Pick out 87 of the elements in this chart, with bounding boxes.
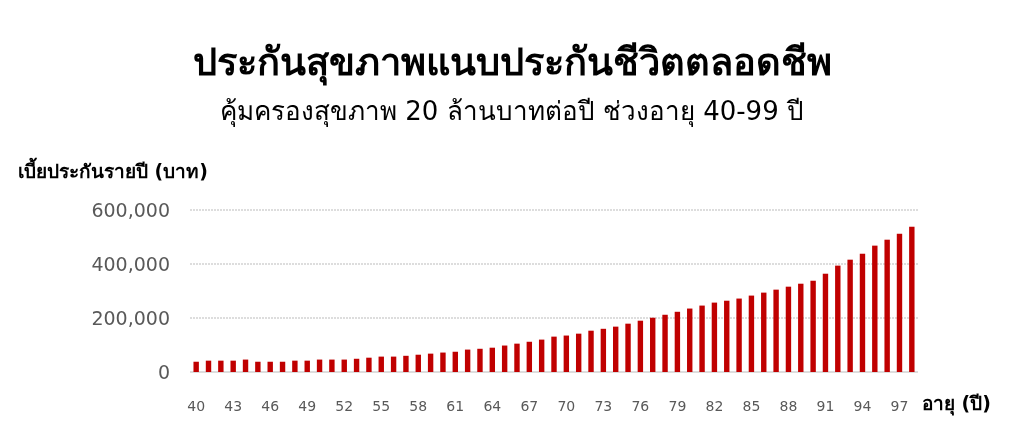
- bar: [440, 352, 446, 372]
- bar: [847, 259, 853, 372]
- bar: [884, 239, 890, 372]
- x-tick-label: 40: [187, 398, 206, 414]
- x-tick-label: 43: [224, 398, 243, 414]
- bar: [822, 273, 829, 372]
- bar: [366, 357, 372, 372]
- bar: [193, 361, 199, 372]
- x-tick-label: 82: [705, 398, 724, 414]
- bar: [835, 265, 841, 372]
- bar: [600, 328, 607, 372]
- bar: [230, 360, 236, 372]
- bar: [267, 361, 273, 372]
- bar: [896, 233, 903, 372]
- bar: [637, 320, 644, 372]
- chart-subtitle: คุ้มครองสุขภาพ 20 ล้านบาทต่อปี ช่วงอายุ 40-99 ปี: [220, 96, 804, 127]
- x-tick-label: 52: [335, 398, 354, 414]
- x-tick-label: 67: [520, 398, 539, 414]
- bar: [588, 330, 594, 372]
- y-tick-label: 0: [157, 361, 170, 383]
- bar: [415, 354, 421, 372]
- bar: [872, 245, 878, 372]
- bar: [798, 283, 804, 372]
- bar: [761, 292, 767, 372]
- bar: [563, 335, 570, 372]
- bar: [390, 356, 397, 372]
- bar: [724, 300, 730, 372]
- bar: [205, 360, 212, 372]
- bar: [292, 360, 298, 372]
- bar: [304, 360, 310, 372]
- bar: [575, 333, 582, 372]
- bar: [514, 343, 520, 372]
- x-tick-label: 76: [631, 398, 650, 414]
- bar: [403, 355, 409, 372]
- bar: [711, 302, 718, 372]
- bar: [341, 359, 347, 372]
- x-tick-label: 88: [779, 398, 798, 414]
- bar: [662, 314, 668, 372]
- x-tick-label: 79: [668, 398, 687, 414]
- y-tick-label: 600,000: [91, 199, 170, 221]
- x-tick-label: 61: [446, 398, 465, 414]
- y-tick-label: 200,000: [91, 307, 170, 329]
- bar: [736, 298, 742, 372]
- bar: [674, 311, 681, 372]
- y-axis-title: เบี้ยประกันรายปี (บาท): [18, 157, 208, 182]
- bar: [353, 358, 360, 372]
- bar: [526, 341, 533, 372]
- bar: [785, 286, 792, 372]
- bar: [464, 349, 471, 372]
- x-tick-label: 55: [372, 398, 391, 414]
- x-tick-label: 70: [557, 398, 576, 414]
- bar: [489, 347, 496, 372]
- x-tick-label: 46: [261, 398, 280, 414]
- bar: [477, 348, 483, 372]
- bar: [551, 336, 557, 372]
- bar: [329, 359, 335, 372]
- bar: [625, 323, 631, 372]
- x-tick-label: 94: [853, 398, 872, 414]
- x-tick-label: 64: [483, 398, 502, 414]
- bar: [378, 356, 384, 372]
- bar: [452, 351, 458, 372]
- chart-title: ประกันสุขภาพแนบประกันชีวิตตลอดชีพ: [192, 40, 832, 86]
- bar: [810, 280, 816, 372]
- x-tick-label: 73: [594, 398, 613, 414]
- bar: [748, 295, 755, 372]
- bar: [316, 359, 323, 372]
- bar: [427, 353, 434, 372]
- x-tick-label: 58: [409, 398, 428, 414]
- x-tick-label: 49: [298, 398, 317, 414]
- bar: [773, 289, 779, 372]
- y-tick-label: 400,000: [91, 253, 170, 275]
- bar: [650, 317, 656, 372]
- bar: [255, 361, 261, 372]
- bar: [501, 345, 508, 372]
- x-tick-label: 91: [816, 398, 835, 414]
- bar: [613, 326, 619, 372]
- bar: [538, 339, 545, 372]
- x-tick-label: 85: [742, 398, 761, 414]
- bar: [242, 359, 249, 372]
- bar: [279, 361, 286, 372]
- x-axis-title: อายุ (ปี): [922, 392, 991, 416]
- bar: [859, 253, 866, 372]
- bar: [909, 226, 915, 372]
- bar: [699, 305, 705, 372]
- x-tick-label: 97: [890, 398, 909, 414]
- bar: [218, 360, 224, 372]
- bar: [687, 308, 693, 372]
